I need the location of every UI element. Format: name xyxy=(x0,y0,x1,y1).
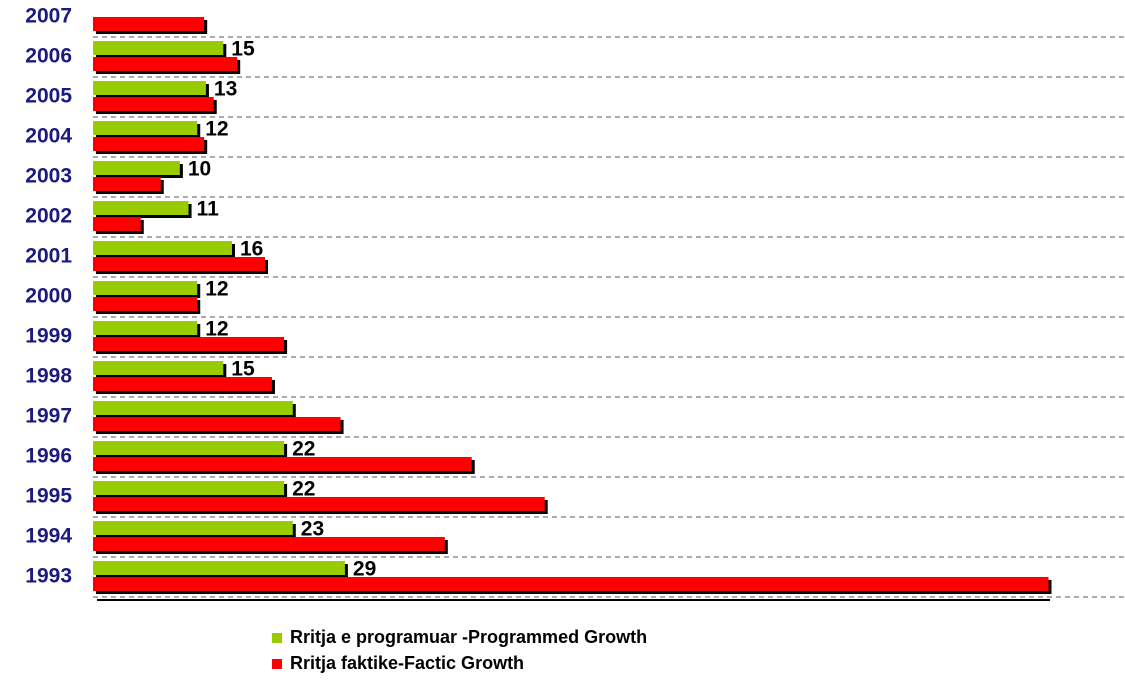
bar xyxy=(93,521,293,535)
bar xyxy=(93,57,238,71)
bar xyxy=(93,17,205,31)
bar xyxy=(93,297,198,311)
bar xyxy=(93,537,445,551)
y-tick-label: 1998 xyxy=(25,365,72,388)
data-label: 12 xyxy=(205,278,228,301)
y-tick-label: 2005 xyxy=(25,85,72,108)
y-tick-label: 1997 xyxy=(25,405,72,428)
bar xyxy=(93,81,206,95)
bar xyxy=(93,201,189,215)
bar xyxy=(93,321,198,335)
data-label: 22 xyxy=(292,438,315,461)
bar xyxy=(93,361,224,375)
bar xyxy=(93,121,198,135)
y-tick-label: 1993 xyxy=(25,565,72,588)
bar xyxy=(93,281,198,295)
y-tick-label: 1995 xyxy=(25,485,72,508)
y-tick-label: 2004 xyxy=(25,125,72,148)
legend-marker xyxy=(272,633,282,643)
bar xyxy=(93,41,224,55)
bar xyxy=(93,161,180,175)
legend-label: Rritja e programuar -Programmed Growth xyxy=(290,627,647,647)
y-tick-label: 1994 xyxy=(25,525,72,548)
data-label: 22 xyxy=(292,478,315,501)
data-label: 15 xyxy=(231,38,255,61)
data-label: 12 xyxy=(205,118,228,141)
y-tick-label: 2000 xyxy=(25,285,72,308)
data-label: 16 xyxy=(240,238,263,261)
y-tick-label: 1999 xyxy=(25,325,72,348)
bar xyxy=(93,481,285,495)
data-label: 13 xyxy=(214,78,237,101)
data-label: 15 xyxy=(231,358,255,381)
bar xyxy=(93,577,1049,591)
y-tick-label: 2002 xyxy=(25,205,72,228)
bar xyxy=(93,497,545,511)
data-label: 11 xyxy=(197,198,220,221)
y-tick-label: 2006 xyxy=(25,45,72,68)
bar xyxy=(93,241,232,255)
bar xyxy=(93,97,214,111)
y-tick-label: 2007 xyxy=(25,5,72,28)
bar xyxy=(93,217,141,231)
bar xyxy=(93,457,472,471)
y-tick-label: 2003 xyxy=(25,165,72,188)
bar xyxy=(93,417,341,431)
bar xyxy=(93,377,272,391)
data-label: 12 xyxy=(205,318,228,341)
y-tick-label: 1996 xyxy=(25,445,72,468)
bar xyxy=(93,441,285,455)
data-label: 29 xyxy=(353,558,376,581)
bar xyxy=(93,257,265,271)
data-label: 10 xyxy=(188,158,211,181)
bar xyxy=(93,401,293,415)
legend-label: Rritja faktike-Factic Growth xyxy=(290,653,524,673)
y-tick-label: 2001 xyxy=(25,245,72,268)
legend-marker xyxy=(272,659,282,669)
bar xyxy=(93,137,205,151)
data-label: 23 xyxy=(301,518,324,541)
bar xyxy=(93,561,345,575)
bar xyxy=(93,177,161,191)
bar xyxy=(93,337,285,351)
